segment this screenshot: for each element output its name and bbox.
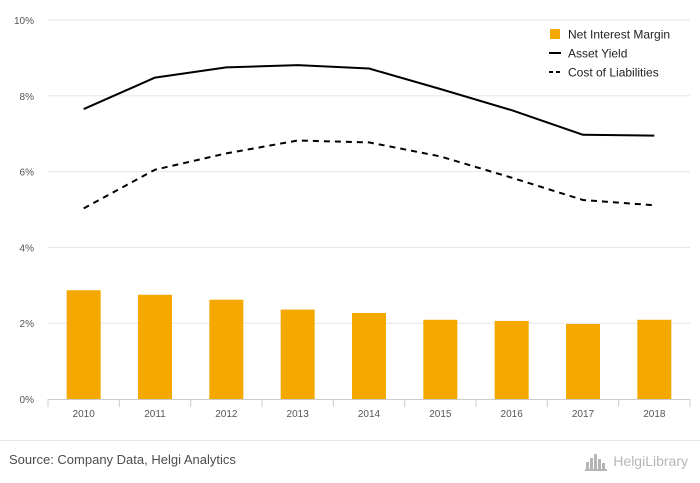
y-tick-label: 4% — [20, 243, 35, 254]
bar-net-interest-margin-2010 — [66, 290, 101, 399]
bar-net-interest-margin-2014 — [352, 312, 386, 399]
bar-net-interest-margin-2012 — [209, 299, 244, 399]
logo-text: HelgiLibrary — [613, 453, 688, 469]
y-tick-label: 0% — [20, 395, 35, 406]
y-tick-label: 10% — [14, 16, 34, 27]
x-tick-label: 2014 — [358, 409, 381, 420]
x-tick-label: 2018 — [643, 409, 666, 420]
x-tick-label: 2016 — [501, 409, 524, 420]
legend: Net Interest Margin Asset Yield Cost of Li… — [549, 28, 670, 80]
bar-net-interest-margin-2018 — [637, 319, 672, 399]
bar-net-interest-margin-2017 — [566, 323, 600, 399]
legend-swatch-net-interest-margin — [550, 29, 560, 39]
bar-net-interest-margin-2011 — [138, 294, 172, 399]
helgi-library-logo-icon — [585, 454, 608, 471]
y-axis-tick-labels: 0% 2% 4% 6% 8% 10% — [14, 16, 34, 406]
x-tick-label: 2011 — [144, 409, 166, 420]
source-note: Source: Company Data, Helgi Analytics — [9, 452, 236, 467]
x-axis — [47, 399, 691, 407]
x-tick-label: 2013 — [287, 409, 310, 420]
bar-net-interest-margin-2015 — [423, 319, 458, 399]
legend-label-net-interest-margin: Net Interest Margin — [568, 28, 670, 42]
line-cost-of-liabilities — [83, 139, 655, 210]
x-tick-label: 2010 — [73, 409, 96, 420]
bar-net-interest-margin-2013 — [280, 309, 315, 399]
x-tick-label: 2012 — [215, 409, 238, 420]
y-tick-label: 2% — [20, 319, 35, 330]
line-series — [83, 64, 655, 210]
bar-series — [66, 290, 672, 399]
y-tick-label: 8% — [20, 92, 35, 103]
legend-label-cost-of-liabilities: Cost of Liabilities — [568, 66, 659, 80]
chart-svg: 0%2%4%6%8%10% 2010 2011 2012 2013 2014 2015 20… — [14, 16, 691, 420]
x-axis-tick-labels: 2010 2011 2012 2013 2014 2015 2016 2017 2018 — [73, 409, 666, 420]
chart-footer: Source: Company Data, Helgi Analytics He… — [0, 440, 700, 483]
bar-net-interest-margin-2016 — [494, 320, 529, 399]
line-asset-yield — [83, 64, 655, 137]
helgi-library-logo: HelgiLibrary — [585, 449, 688, 473]
grid-lines — [48, 19, 690, 324]
y-tick-label: 6% — [20, 168, 35, 179]
legend-label-asset-yield: Asset Yield — [568, 47, 627, 61]
x-tick-label: 2017 — [572, 409, 595, 420]
x-tick-label: 2015 — [429, 409, 452, 420]
